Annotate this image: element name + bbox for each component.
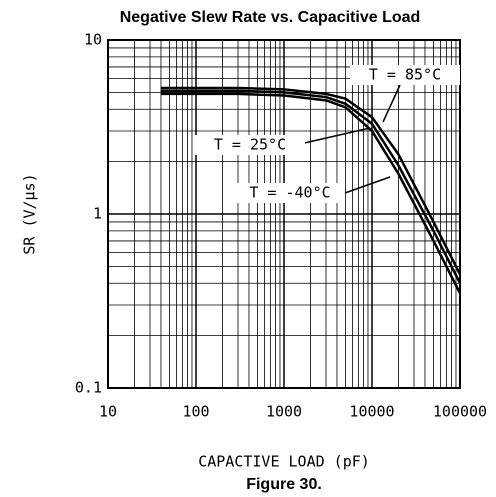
- annotation-arrow: [344, 176, 391, 194]
- x-tick-label: 100000: [433, 403, 487, 421]
- x-tick-label: 10: [99, 403, 117, 421]
- label-bg: [235, 183, 345, 203]
- legend-label: T = 85°C: [369, 66, 441, 84]
- annotation-arrow: [382, 84, 401, 123]
- y-tick-label: 0.1: [75, 379, 102, 397]
- label-bg: [350, 65, 460, 85]
- x-tick-label: 100: [182, 403, 209, 421]
- annotation-arrow: [299, 127, 371, 145]
- x-tick-label: 10000: [349, 403, 394, 421]
- legend-label: T = 25°C: [214, 136, 286, 154]
- plot-frame: [107, 39, 461, 389]
- series-line: [160, 92, 462, 294]
- caption: Figure 30.: [246, 476, 322, 493]
- chart-title: Negative Slew Rate vs. Capacitive Load: [120, 9, 421, 26]
- x-tick-label: 1000: [266, 403, 302, 421]
- label-bg: [195, 135, 305, 155]
- x-axis-label: CAPACTIVE LOAD (pF): [198, 453, 370, 471]
- y-axis-label: SR (V/µs): [21, 173, 39, 254]
- series-line: [160, 86, 462, 275]
- y-tick-label: 10: [84, 31, 102, 49]
- legend-label: T = -40°C: [249, 184, 330, 202]
- y-tick-label: 1: [93, 205, 102, 223]
- series-line: [160, 89, 462, 284]
